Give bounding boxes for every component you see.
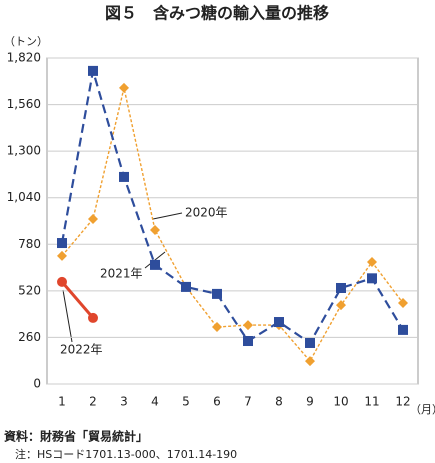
x-tick-label: 1 (58, 395, 66, 409)
leader-line (152, 212, 183, 220)
marker (119, 171, 129, 182)
marker (367, 273, 377, 284)
y-tick-label: 260 (18, 330, 41, 344)
y-tick-label: 0 (33, 377, 41, 391)
marker (398, 324, 408, 335)
marker (88, 65, 98, 76)
leader-line (62, 289, 73, 343)
footnote: 注：HSコード1701.13-000、1701.14-190 (4, 447, 237, 461)
marker (88, 214, 98, 225)
x-tick-label: 6 (213, 395, 221, 409)
y-tick-label: 1,300 (7, 144, 41, 158)
marker (243, 320, 253, 331)
marker (305, 356, 315, 367)
marker (212, 288, 222, 299)
y-unit: （トン） (4, 35, 48, 48)
series-label: 2022年 (60, 343, 103, 357)
x-tick-label: 11 (364, 395, 379, 409)
series-label: 2021年 (100, 267, 143, 281)
marker (88, 312, 98, 323)
x-tick-label: 8 (275, 395, 283, 409)
marker (243, 336, 253, 347)
y-tick-label: 520 (18, 283, 41, 297)
marker (274, 317, 284, 328)
marker (398, 298, 408, 309)
y-tick-label: 1,560 (7, 97, 41, 111)
x-tick-label: 9 (306, 395, 314, 409)
series-line (60, 280, 95, 319)
marker (119, 82, 129, 93)
marker (57, 250, 67, 261)
marker (57, 238, 67, 249)
x-tick-label: 5 (182, 395, 190, 409)
x-tick-label: 2 (89, 395, 97, 409)
x-tick-label: 10 (333, 395, 348, 409)
source-note: 資料：財務省「貿易統計」 (4, 429, 148, 444)
x-unit: （月） (410, 403, 435, 416)
x-tick-label: 7 (244, 395, 252, 409)
y-tick-label: 1,820 (7, 51, 41, 65)
marker (57, 276, 67, 287)
marker (305, 337, 315, 348)
marker (367, 257, 377, 268)
marker (181, 281, 191, 292)
marker (336, 282, 346, 293)
series-label: 2020年 (185, 206, 228, 220)
x-tick-label: 3 (120, 395, 128, 409)
marker (336, 300, 346, 311)
x-tick-label: 12 (395, 395, 410, 409)
y-tick-label: 780 (18, 237, 41, 251)
x-tick-label: 4 (151, 395, 159, 409)
marker (150, 224, 160, 235)
chart-title: 図５ 含みつ糖の輸入量の推移 (105, 4, 329, 23)
series-line (60, 70, 404, 345)
y-tick-label: 1,040 (7, 190, 41, 204)
marker (212, 322, 222, 333)
series-line (61, 87, 404, 363)
marker (150, 259, 160, 270)
